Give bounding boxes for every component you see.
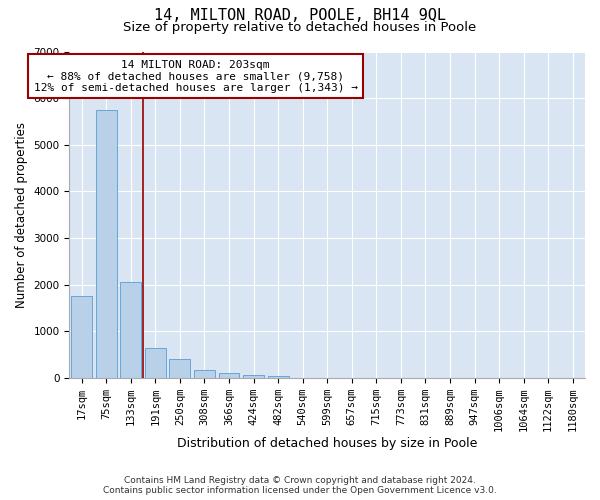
Y-axis label: Number of detached properties: Number of detached properties <box>15 122 28 308</box>
Bar <box>194 370 215 378</box>
Bar <box>268 376 289 378</box>
Text: Contains HM Land Registry data © Crown copyright and database right 2024.
Contai: Contains HM Land Registry data © Crown c… <box>103 476 497 495</box>
Text: Size of property relative to detached houses in Poole: Size of property relative to detached ho… <box>124 21 476 34</box>
Text: 14 MILTON ROAD: 203sqm
← 88% of detached houses are smaller (9,758)
12% of semi-: 14 MILTON ROAD: 203sqm ← 88% of detached… <box>34 60 358 93</box>
Bar <box>243 374 264 378</box>
X-axis label: Distribution of detached houses by size in Poole: Distribution of detached houses by size … <box>177 437 478 450</box>
Text: 14, MILTON ROAD, POOLE, BH14 9QL: 14, MILTON ROAD, POOLE, BH14 9QL <box>154 8 446 22</box>
Bar <box>121 282 141 378</box>
Bar <box>218 374 239 378</box>
Bar <box>71 296 92 378</box>
Bar <box>96 110 116 378</box>
Bar <box>145 348 166 378</box>
Bar <box>169 360 190 378</box>
